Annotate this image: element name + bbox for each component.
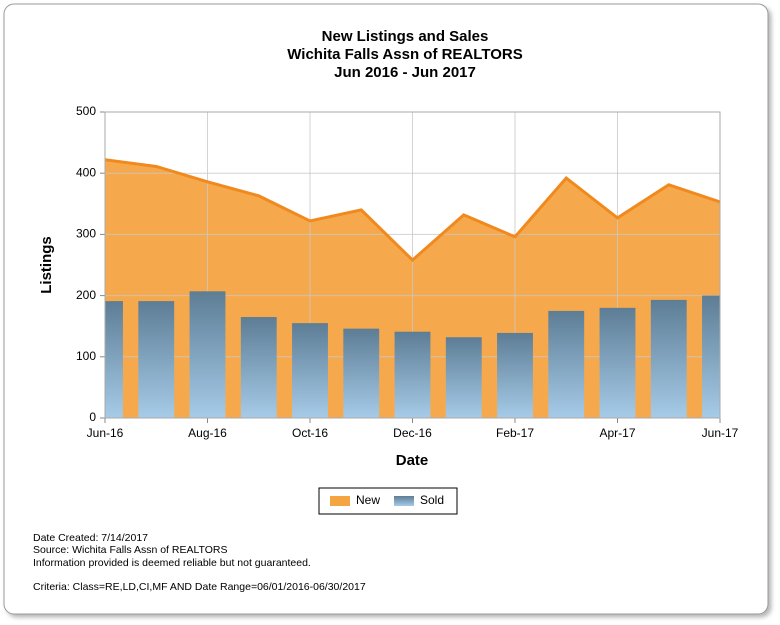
y-tick-label: 100 bbox=[76, 349, 96, 363]
legend-swatch bbox=[330, 496, 350, 506]
bar bbox=[702, 295, 720, 418]
bar bbox=[445, 337, 482, 418]
legend-label: New bbox=[356, 493, 380, 507]
note: Date Created: 7/14/2017 bbox=[33, 532, 148, 544]
x-tick-label: Aug-16 bbox=[188, 426, 227, 440]
bar bbox=[394, 331, 431, 418]
x-axis-title: Date bbox=[396, 452, 429, 469]
line bbox=[105, 158, 720, 263]
bar bbox=[650, 299, 687, 418]
bar bbox=[343, 328, 380, 418]
x-tick-label: Oct-16 bbox=[292, 426, 328, 440]
bar bbox=[189, 291, 226, 418]
chart-title: New Listings and Sales bbox=[322, 28, 489, 45]
note: Information provided is deemed reliable … bbox=[33, 557, 311, 569]
x-tick-label: Apr-17 bbox=[599, 426, 635, 440]
bar bbox=[292, 323, 328, 418]
y-tick-label: 200 bbox=[76, 288, 96, 302]
legend-label: Sold bbox=[420, 493, 444, 507]
bar bbox=[548, 310, 585, 418]
x-tick-label: Dec-16 bbox=[393, 426, 432, 440]
y-tick-label: 300 bbox=[76, 227, 96, 241]
bar bbox=[138, 301, 175, 418]
x-tick-label: Jun-16 bbox=[87, 426, 124, 440]
bar bbox=[599, 307, 636, 418]
chart-title: Jun 2016 - Jun 2017 bbox=[334, 64, 476, 81]
chart-title: Wichita Falls Assn of REALTORS bbox=[287, 46, 522, 63]
note: Source: Wichita Falls Assn of REALTORS bbox=[33, 544, 228, 556]
legend-swatch bbox=[394, 496, 414, 506]
y-tick-label: 500 bbox=[76, 104, 96, 118]
y-axis-title: Listings bbox=[38, 236, 55, 294]
bar bbox=[497, 332, 533, 418]
y-tick-label: 0 bbox=[89, 410, 96, 424]
bar bbox=[105, 301, 123, 418]
y-tick-label: 400 bbox=[76, 165, 96, 179]
note: Criteria: Class=RE,LD,CI,MF AND Date Ran… bbox=[33, 581, 366, 593]
plot-overlay bbox=[105, 158, 720, 418]
plot-border bbox=[104, 111, 721, 419]
x-tick-label: Feb-17 bbox=[496, 426, 534, 440]
bar bbox=[240, 317, 277, 418]
x-tick-label: Jun-17 bbox=[702, 426, 739, 440]
